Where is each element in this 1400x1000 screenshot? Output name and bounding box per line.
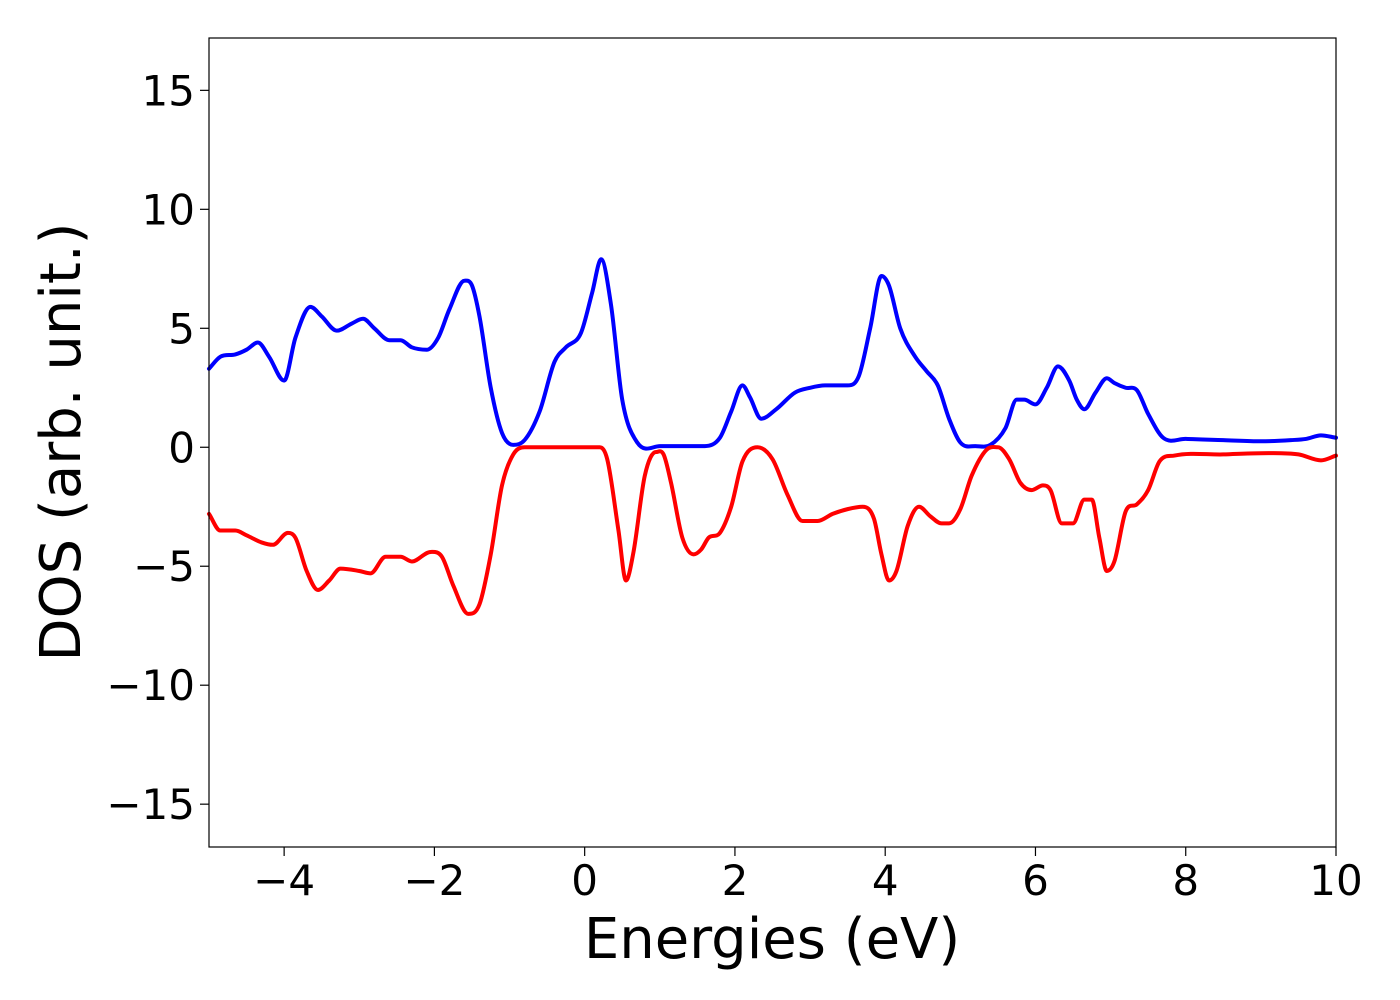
x-axis-label: Energies (eV) xyxy=(584,907,960,972)
x-tick-label: 0 xyxy=(571,856,598,905)
x-tick-label: −2 xyxy=(403,856,465,905)
x-tick-label: 8 xyxy=(1172,856,1199,905)
x-tick-label: 6 xyxy=(1022,856,1049,905)
y-axis-label: DOS (arb. unit.) xyxy=(29,222,94,661)
y-tick-label: −5 xyxy=(133,542,195,591)
series-line-1 xyxy=(207,257,1338,451)
y-tick-label: −10 xyxy=(106,661,195,710)
y-axis-ticks: 15 10 5 0 −5 −10 −15 xyxy=(106,66,209,829)
x-tick-label: 10 xyxy=(1309,856,1362,905)
y-tick-label: 15 xyxy=(142,66,195,115)
series-layer xyxy=(207,257,1338,616)
x-tick-label: 2 xyxy=(722,856,749,905)
x-axis-ticks: −4 −2 0 2 4 6 8 10 xyxy=(253,847,1363,905)
y-tick-label: 10 xyxy=(142,185,195,234)
x-tick-label: −4 xyxy=(253,856,315,905)
x-tick-label: 4 xyxy=(872,856,899,905)
plot-frame xyxy=(208,37,1337,848)
y-tick-label: 0 xyxy=(168,423,195,472)
y-tick-label: 5 xyxy=(168,304,195,353)
y-tick-label: −15 xyxy=(106,780,195,829)
series-line-2 xyxy=(207,445,1338,616)
